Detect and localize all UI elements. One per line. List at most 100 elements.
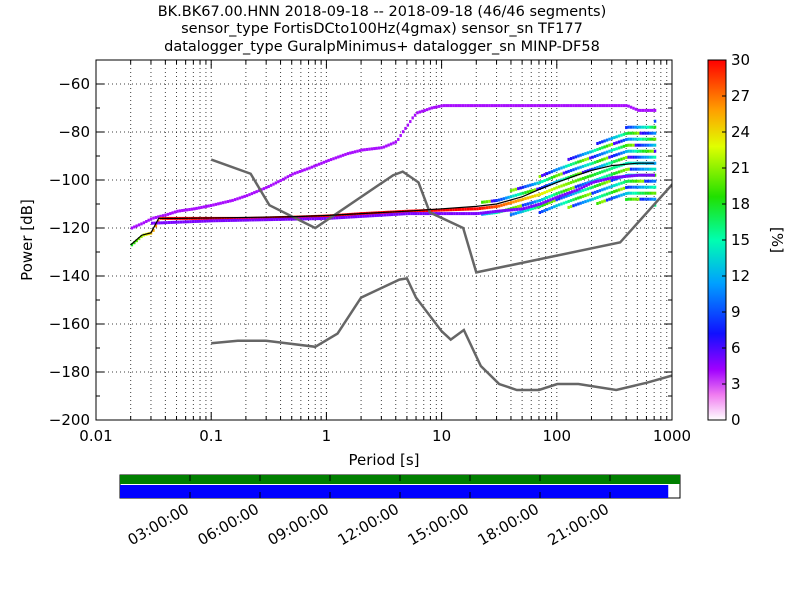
- pdf-cell: [601, 152, 604, 156]
- pdf-cell: [599, 178, 603, 182]
- pdf-cell: [189, 220, 192, 224]
- pdf-cell: [608, 179, 611, 183]
- pdf-cell: [152, 216, 155, 220]
- pdf-cell: [644, 125, 647, 129]
- pdf-cell: [581, 164, 585, 168]
- pdf-cell: [345, 215, 348, 219]
- pdf-cell: [514, 104, 518, 108]
- pdf-cell: [627, 155, 630, 159]
- pdf-cell: [579, 104, 582, 108]
- pdf-cell: [279, 179, 282, 183]
- pdf-cell: [649, 137, 652, 141]
- pdf-cell: [531, 195, 534, 199]
- pdf-cell: [529, 104, 532, 108]
- pdf-cell: [541, 192, 544, 196]
- pdf-cell: [531, 207, 534, 211]
- pdf-cell: [525, 206, 528, 210]
- pdf-cell: [314, 217, 317, 221]
- pdf-cell: [509, 201, 513, 205]
- pdf-cell: [591, 185, 594, 189]
- pdf-cell: [203, 219, 207, 223]
- coverage-bar-bottom: [120, 485, 669, 498]
- pdf-cell: [157, 219, 160, 223]
- pdf-cell: [628, 174, 631, 178]
- pdf-cell: [450, 212, 454, 216]
- pdf-cell: [519, 210, 522, 214]
- pdf-cell: [548, 183, 551, 187]
- pdf-cell: [651, 137, 654, 141]
- pdf-cell: [538, 204, 542, 208]
- pdf-cell: [625, 138, 628, 142]
- pdf-cell: [291, 172, 294, 176]
- pdf-cell: [572, 104, 575, 108]
- pdf-cell: [621, 175, 624, 179]
- pdf-cell: [602, 178, 605, 182]
- pdf-cell: [629, 185, 633, 189]
- pdf-cell: [589, 168, 592, 172]
- pdf-cell: [277, 180, 280, 184]
- pdf-cell: [514, 193, 518, 197]
- pdf-cell: [505, 104, 508, 108]
- pdf-cell: [575, 188, 579, 192]
- pdf-cell: [634, 167, 638, 171]
- pdf-cell: [589, 198, 592, 202]
- pdf-cell: [365, 147, 369, 151]
- pdf-cell: [603, 175, 606, 179]
- pdf-cell: [641, 191, 645, 195]
- pdf-cell: [598, 165, 602, 169]
- pdf-cell: [579, 165, 582, 169]
- pdf-cell: [434, 212, 437, 216]
- colorbar-tick-label: 3: [731, 375, 741, 393]
- pdf-cell: [591, 104, 594, 108]
- pdf-cell: [171, 211, 174, 215]
- pdf-cell: [366, 214, 370, 218]
- pdf-cell: [501, 209, 504, 213]
- pdf-cell: [380, 146, 383, 150]
- pdf-cell: [582, 185, 586, 189]
- pdf-cell: [219, 216, 222, 220]
- pdf-cell: [605, 162, 609, 166]
- pdf-cell: [625, 180, 628, 184]
- pdf-cell: [603, 163, 606, 167]
- pdf-cell: [639, 155, 642, 159]
- pdf-cell: [230, 218, 233, 222]
- pdf-cell: [639, 108, 642, 112]
- pdf-cell: [536, 193, 539, 197]
- pdf-cell: [224, 216, 227, 220]
- pdf-cell: [610, 142, 614, 146]
- pdf-cell: [236, 216, 239, 220]
- pdf-cell: [594, 180, 598, 184]
- pdf-cell: [458, 212, 461, 216]
- pdf-cell: [610, 104, 614, 108]
- pdf-cell: [570, 190, 574, 194]
- timeline-tick-label: 15:00:00: [405, 500, 472, 549]
- pdf-cell: [281, 177, 285, 181]
- pdf-cell: [280, 217, 283, 221]
- pdf-cell: [483, 206, 486, 210]
- pdf-cell: [488, 199, 491, 203]
- pdf-cell: [610, 166, 614, 170]
- pdf-cell: [262, 187, 266, 191]
- pdf-cell: [562, 104, 566, 108]
- pdf-cell: [423, 108, 426, 112]
- pdf-cell: [538, 192, 542, 196]
- pdf-cell: [503, 209, 507, 213]
- pdf-cell: [586, 151, 590, 155]
- pdf-cell: [553, 175, 556, 179]
- pdf-cell: [539, 202, 543, 206]
- pdf-cell: [194, 219, 197, 223]
- pdf-cell: [608, 173, 611, 177]
- pdf-cell: [245, 194, 249, 198]
- pdf-cell: [567, 187, 570, 191]
- pdf-cell: [638, 173, 641, 177]
- pdf-cell: [632, 131, 635, 135]
- colorbar-tick-label: 21: [731, 159, 750, 177]
- pdf-cell: [567, 169, 570, 173]
- pdf-cell: [359, 214, 363, 218]
- pdf-cell: [603, 193, 606, 197]
- pdf-cell: [557, 191, 561, 195]
- pdf-cell: [267, 185, 270, 189]
- pdf-cell: [220, 219, 223, 223]
- pdf-cell: [584, 170, 587, 174]
